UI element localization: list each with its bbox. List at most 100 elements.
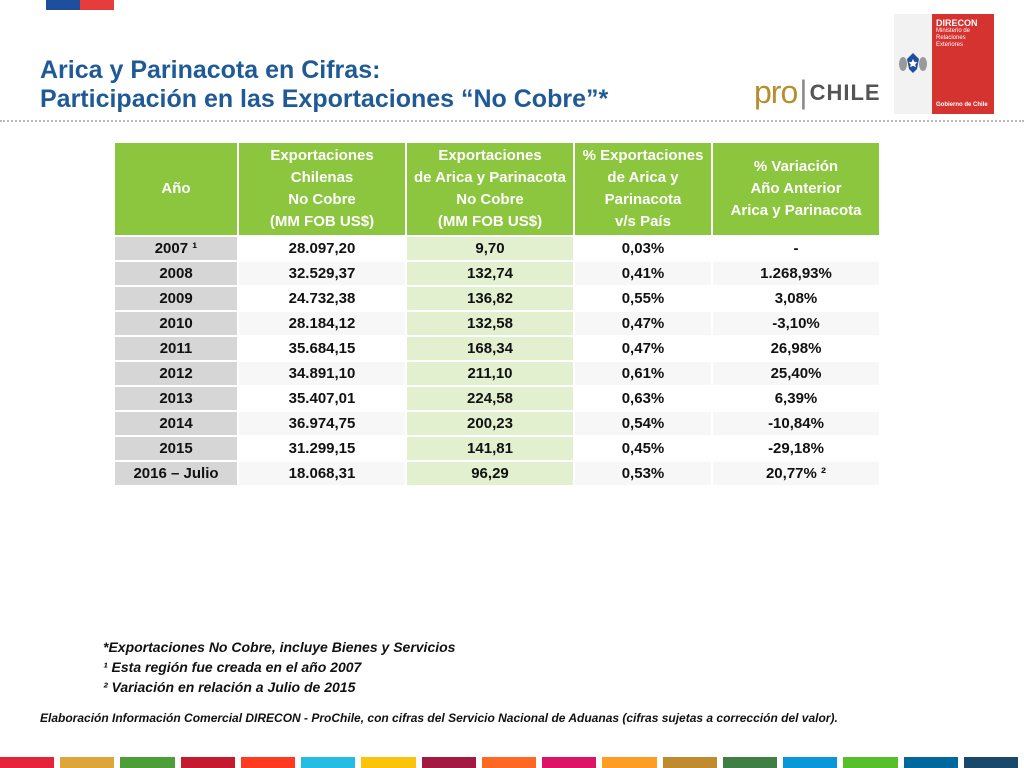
cell-arica-exports: 9,70 <box>407 237 573 260</box>
bottom-stripe <box>783 757 838 768</box>
cell-year: 2011 <box>115 337 237 360</box>
cell-share: 0,47% <box>575 312 711 335</box>
table-row: 2013 35.407,01 224,58 0,63% 6,39% <box>115 387 879 410</box>
cell-year: 2012 <box>115 362 237 385</box>
bottom-stripe <box>0 757 55 768</box>
cell-year: 2016 – Julio <box>115 462 237 485</box>
bottom-stripe <box>361 757 416 768</box>
bottom-stripe <box>602 757 657 768</box>
cell-chile-exports: 24.732,38 <box>239 287 405 310</box>
cell-variation: 25,40% <box>713 362 879 385</box>
header-line: (MM FOB US$) <box>437 213 543 230</box>
bottom-stripe <box>722 757 778 768</box>
prochile-logo-pro: pro <box>754 74 798 110</box>
table-row: 2010 28.184,12 132,58 0,47% -3,10% <box>115 312 879 335</box>
header-line: No Cobre <box>456 191 524 208</box>
cell-year: 2007 ¹ <box>115 237 237 260</box>
cell-chile-exports: 28.097,20 <box>239 237 405 260</box>
header-line: Año Anterior <box>750 180 842 197</box>
cell-year: 2008 <box>115 262 237 285</box>
cell-arica-exports: 132,58 <box>407 312 573 335</box>
cell-arica-exports: 136,82 <box>407 287 573 310</box>
header-share: % Exportaciones de Arica y Parinacota v/s P… <box>575 143 711 235</box>
cell-variation: 3,08% <box>713 287 879 310</box>
table-row: 2015 31.299,15 141,81 0,45% -29,18% <box>115 437 879 460</box>
table-row: 2016 – Julio 18.068,31 96,29 0,53% 20,77% ² <box>115 462 879 485</box>
header-line: de Arica y <box>607 169 679 186</box>
header-line: Parinacota <box>604 191 682 208</box>
cell-share: 0,53% <box>575 462 711 485</box>
source-note: Elaboración Información Comercial DIRECO… <box>40 711 838 725</box>
cell-year: 2015 <box>115 437 237 460</box>
cell-chile-exports: 35.407,01 <box>239 387 405 410</box>
table-row: 2007 ¹ 28.097,20 9,70 0,03% - <box>115 237 879 260</box>
table-row: 2012 34.891,10 211,10 0,61% 25,40% <box>115 362 879 385</box>
cell-chile-exports: 34.891,10 <box>239 362 405 385</box>
header-line: % Variación <box>753 158 839 175</box>
gov-logo-footer: Gobierno de Chile <box>936 102 988 108</box>
slide-title-line2: Participación en las Exportaciones “No C… <box>40 85 609 113</box>
header-line: Chilenas <box>290 169 354 186</box>
gov-logo-subtitle: Ministerio de Relaciones Exteriores <box>936 28 971 48</box>
prochile-logo: pro|CHILE <box>754 74 881 111</box>
flag-bar-blue <box>46 0 80 10</box>
header-line: Año <box>161 180 191 197</box>
header-line: Exportaciones <box>270 147 374 164</box>
cell-arica-exports: 141,81 <box>407 437 573 460</box>
cell-arica-exports: 211,10 <box>407 362 573 385</box>
flag-bar <box>46 0 114 10</box>
table-row: 2014 36.974,75 200,23 0,54% -10,84% <box>115 412 879 435</box>
gov-logo-name: DIRECON <box>936 18 978 28</box>
cell-chile-exports: 18.068,31 <box>239 462 405 485</box>
cell-variation: 26,98% <box>713 337 879 360</box>
cell-chile-exports: 36.974,75 <box>239 412 405 435</box>
cell-variation: -29,18% <box>713 437 879 460</box>
cell-chile-exports: 35.684,15 <box>239 337 405 360</box>
cell-variation: 6,39% <box>713 387 879 410</box>
bottom-stripe <box>240 757 296 768</box>
cell-year: 2014 <box>115 412 237 435</box>
exports-table: Año Exportaciones Chilenas No Cobre (MM FOB… <box>113 141 881 487</box>
cell-share: 0,03% <box>575 237 711 260</box>
header-line: No Cobre <box>288 191 356 208</box>
header-year: Año <box>115 143 237 235</box>
gobierno-de-chile-logo: DIRECON Ministerio de Relaciones Exterio… <box>894 14 994 114</box>
header-line: % Exportaciones <box>582 147 704 164</box>
header-line: Arica y Parinacota <box>730 202 862 219</box>
bottom-stripe <box>481 757 537 768</box>
cell-share: 0,45% <box>575 437 711 460</box>
table-row: 2008 32.529,37 132,74 0,41% 1.268,93% <box>115 262 879 285</box>
cell-share: 0,61% <box>575 362 711 385</box>
cell-year: 2010 <box>115 312 237 335</box>
cell-chile-exports: 31.299,15 <box>239 437 405 460</box>
cell-share: 0,63% <box>575 387 711 410</box>
bottom-stripe <box>843 757 898 768</box>
cell-year: 2009 <box>115 287 237 310</box>
header-divider <box>0 120 1024 122</box>
footnote-asterisk: *Exportaciones No Cobre, incluye Bienes … <box>103 639 456 655</box>
bottom-stripes <box>0 757 1024 768</box>
cell-chile-exports: 32.529,37 <box>239 262 405 285</box>
header-line: Exportaciones <box>438 147 542 164</box>
cell-variation: 1.268,93% <box>713 262 879 285</box>
header-arica-exports: Exportaciones de Arica y Parinacota No Cob… <box>407 143 573 235</box>
bottom-stripe <box>180 757 235 768</box>
header-line: (MM FOB US$) <box>269 213 375 230</box>
cell-arica-exports: 96,29 <box>407 462 573 485</box>
cell-variation: -3,10% <box>713 312 879 335</box>
bottom-stripe <box>301 757 356 768</box>
slide-title-line1: Arica y Parinacota en Cifras: <box>40 56 381 84</box>
cell-arica-exports: 132,74 <box>407 262 573 285</box>
flag-bar-red <box>80 0 114 10</box>
bottom-stripe <box>963 757 1018 768</box>
cell-share: 0,54% <box>575 412 711 435</box>
prochile-logo-chile: CHILE <box>809 80 881 105</box>
cell-arica-exports: 168,34 <box>407 337 573 360</box>
header-line: v/s País <box>615 213 671 230</box>
cell-chile-exports: 28.184,12 <box>239 312 405 335</box>
cell-share: 0,47% <box>575 337 711 360</box>
table-row: 2009 24.732,38 136,82 0,55% 3,08% <box>115 287 879 310</box>
cell-variation: - <box>713 237 879 260</box>
cell-share: 0,55% <box>575 287 711 310</box>
slide-title: Arica y Parinacota en Cifras: Participac… <box>40 56 608 114</box>
